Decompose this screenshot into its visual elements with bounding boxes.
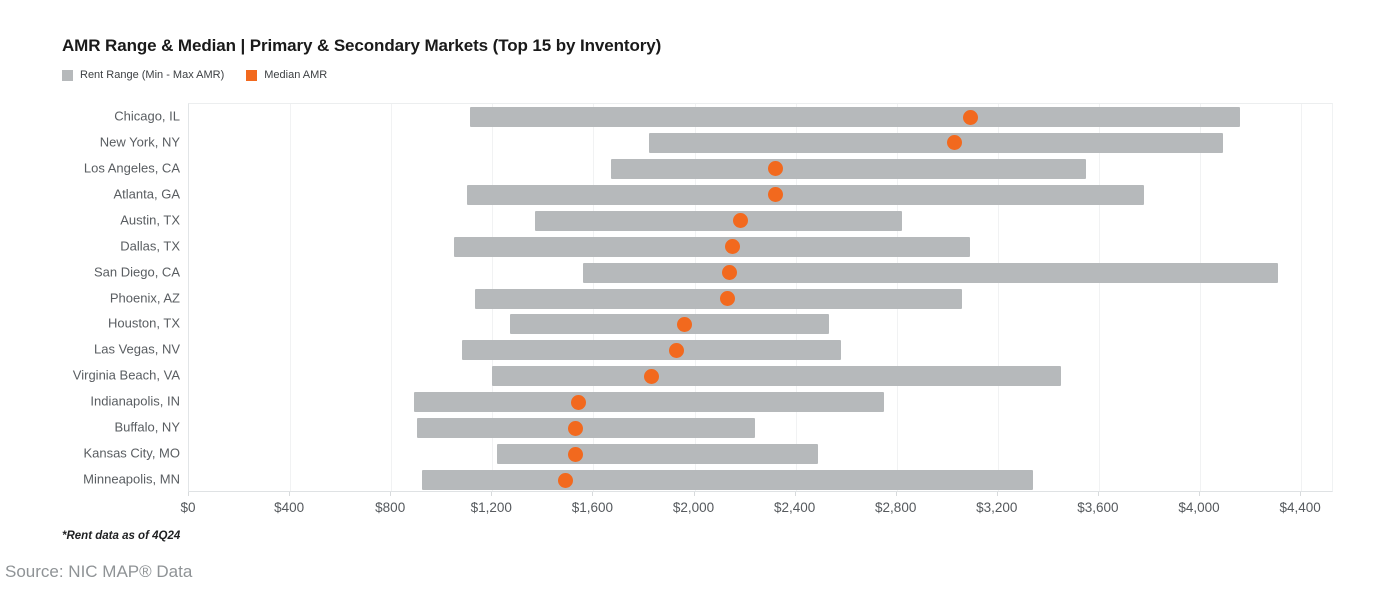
x-axis-tickmark bbox=[289, 492, 291, 496]
x-axis-tick-label: $1,200 bbox=[470, 500, 512, 515]
y-axis-label: Chicago, IL bbox=[114, 108, 180, 124]
chart-title: AMR Range & Median | Primary & Secondary… bbox=[62, 36, 662, 55]
range-bar bbox=[649, 132, 1223, 153]
x-axis-tick-label: $2,400 bbox=[773, 500, 816, 515]
median-dot bbox=[570, 394, 586, 410]
x-axis-tick-label: $4,000 bbox=[1178, 500, 1220, 515]
range-bar bbox=[497, 444, 819, 465]
plot-area bbox=[188, 103, 1333, 492]
x-axis-tick-label: $3,600 bbox=[1077, 500, 1119, 515]
range-bar bbox=[474, 288, 963, 309]
median-dot bbox=[767, 161, 783, 177]
y-axis-label: Virginia Beach, VA bbox=[72, 367, 180, 383]
median-dot bbox=[732, 213, 748, 229]
gridline bbox=[290, 104, 292, 491]
chart-legend: Rent Range (Min - Max AMR) Median AMR bbox=[62, 69, 327, 81]
x-axis-tickmark bbox=[390, 492, 392, 496]
range-bar bbox=[414, 392, 885, 413]
y-axis-label: Minneapolis, MN bbox=[83, 471, 180, 487]
median-dot bbox=[644, 368, 659, 384]
rent-range-swatch-icon bbox=[62, 69, 73, 81]
median-dot bbox=[558, 472, 574, 488]
median-dot bbox=[947, 135, 963, 151]
range-bar bbox=[510, 314, 829, 335]
range-bar bbox=[467, 184, 1145, 205]
source-attribution: Source: NIC MAP® Data bbox=[5, 562, 193, 581]
x-axis-tickmark bbox=[794, 492, 796, 496]
gridline bbox=[391, 104, 393, 491]
x-axis-tickmark bbox=[188, 492, 189, 496]
range-bar bbox=[416, 418, 756, 439]
y-axis-label: New York, NY bbox=[99, 134, 180, 150]
x-axis-tickmark bbox=[1097, 492, 1099, 496]
x-axis-tickmark bbox=[1300, 492, 1302, 496]
x-axis-tick-label: $0 bbox=[180, 500, 196, 515]
median-dot bbox=[719, 291, 735, 306]
x-axis-tick-label: $800 bbox=[375, 500, 406, 515]
range-bar bbox=[535, 210, 902, 231]
median-amr-swatch-icon bbox=[246, 69, 258, 81]
x-axis-tickmark bbox=[693, 492, 695, 496]
median-dot bbox=[767, 187, 783, 203]
x-axis-tick-label: $4,400 bbox=[1279, 500, 1321, 515]
y-axis-label: Austin, TX bbox=[120, 212, 180, 228]
x-axis-labels: $0 $400 $800 $1,200 $1,600 $2,000 $2,400 $2,800… bbox=[0, 500, 1400, 520]
range-bar bbox=[462, 340, 842, 361]
range-bar bbox=[454, 236, 970, 257]
x-axis-tickmark bbox=[1199, 492, 1200, 496]
y-axis-label: Las Vegas, NV bbox=[94, 341, 180, 357]
gridline bbox=[1200, 104, 1201, 491]
legend-item-rent-range[interactable]: Rent Range (Min - Max AMR) bbox=[62, 69, 224, 81]
median-dot bbox=[724, 239, 740, 255]
gridline bbox=[1098, 104, 1100, 491]
gridline bbox=[1301, 104, 1303, 491]
x-axis-tick-label: $400 bbox=[274, 500, 305, 515]
y-axis-label: Houston, TX bbox=[107, 315, 180, 331]
y-axis-label: Phoenix, AZ bbox=[109, 290, 180, 305]
median-dot bbox=[676, 316, 692, 332]
y-axis-label: Kansas City, MO bbox=[83, 445, 180, 461]
x-axis-tick-label: $2,000 bbox=[672, 500, 715, 515]
x-axis-tickmark bbox=[895, 492, 897, 496]
x-axis-tickmark bbox=[996, 492, 998, 496]
range-bar bbox=[421, 470, 1034, 490]
footnote: *Rent data as of 4Q24 bbox=[62, 530, 181, 542]
x-axis-tickmark bbox=[491, 492, 493, 496]
x-axis-tickmark bbox=[592, 492, 594, 496]
median-dot bbox=[962, 109, 978, 125]
median-dot bbox=[669, 342, 685, 358]
y-axis-label: Indianapolis, IN bbox=[90, 393, 180, 409]
x-axis-tick-label: $2,800 bbox=[875, 500, 917, 515]
range-bar bbox=[611, 158, 1087, 179]
y-axis-label: Buffalo, NY bbox=[114, 419, 180, 435]
legend-item-label: Rent Range (Min - Max AMR) bbox=[80, 69, 225, 81]
range-bar bbox=[492, 366, 1061, 387]
x-axis-tick-label: $1,600 bbox=[571, 500, 614, 515]
range-bar bbox=[583, 262, 1279, 283]
y-axis-label: Atlanta, GA bbox=[113, 186, 180, 202]
range-bar bbox=[469, 107, 1241, 127]
legend-item-label: Median AMR bbox=[264, 69, 328, 81]
x-axis-tick-label: $3,200 bbox=[976, 500, 1018, 515]
y-axis-label: San Diego, CA bbox=[94, 264, 180, 280]
legend-item-median-amr[interactable]: Median AMR bbox=[246, 69, 327, 81]
median-dot bbox=[568, 446, 584, 462]
gridline bbox=[997, 104, 999, 491]
y-axis-label: Dallas, TX bbox=[120, 238, 180, 254]
y-axis-label: Los Angeles, CA bbox=[83, 160, 180, 176]
median-dot bbox=[568, 420, 584, 436]
median-dot bbox=[722, 265, 738, 281]
